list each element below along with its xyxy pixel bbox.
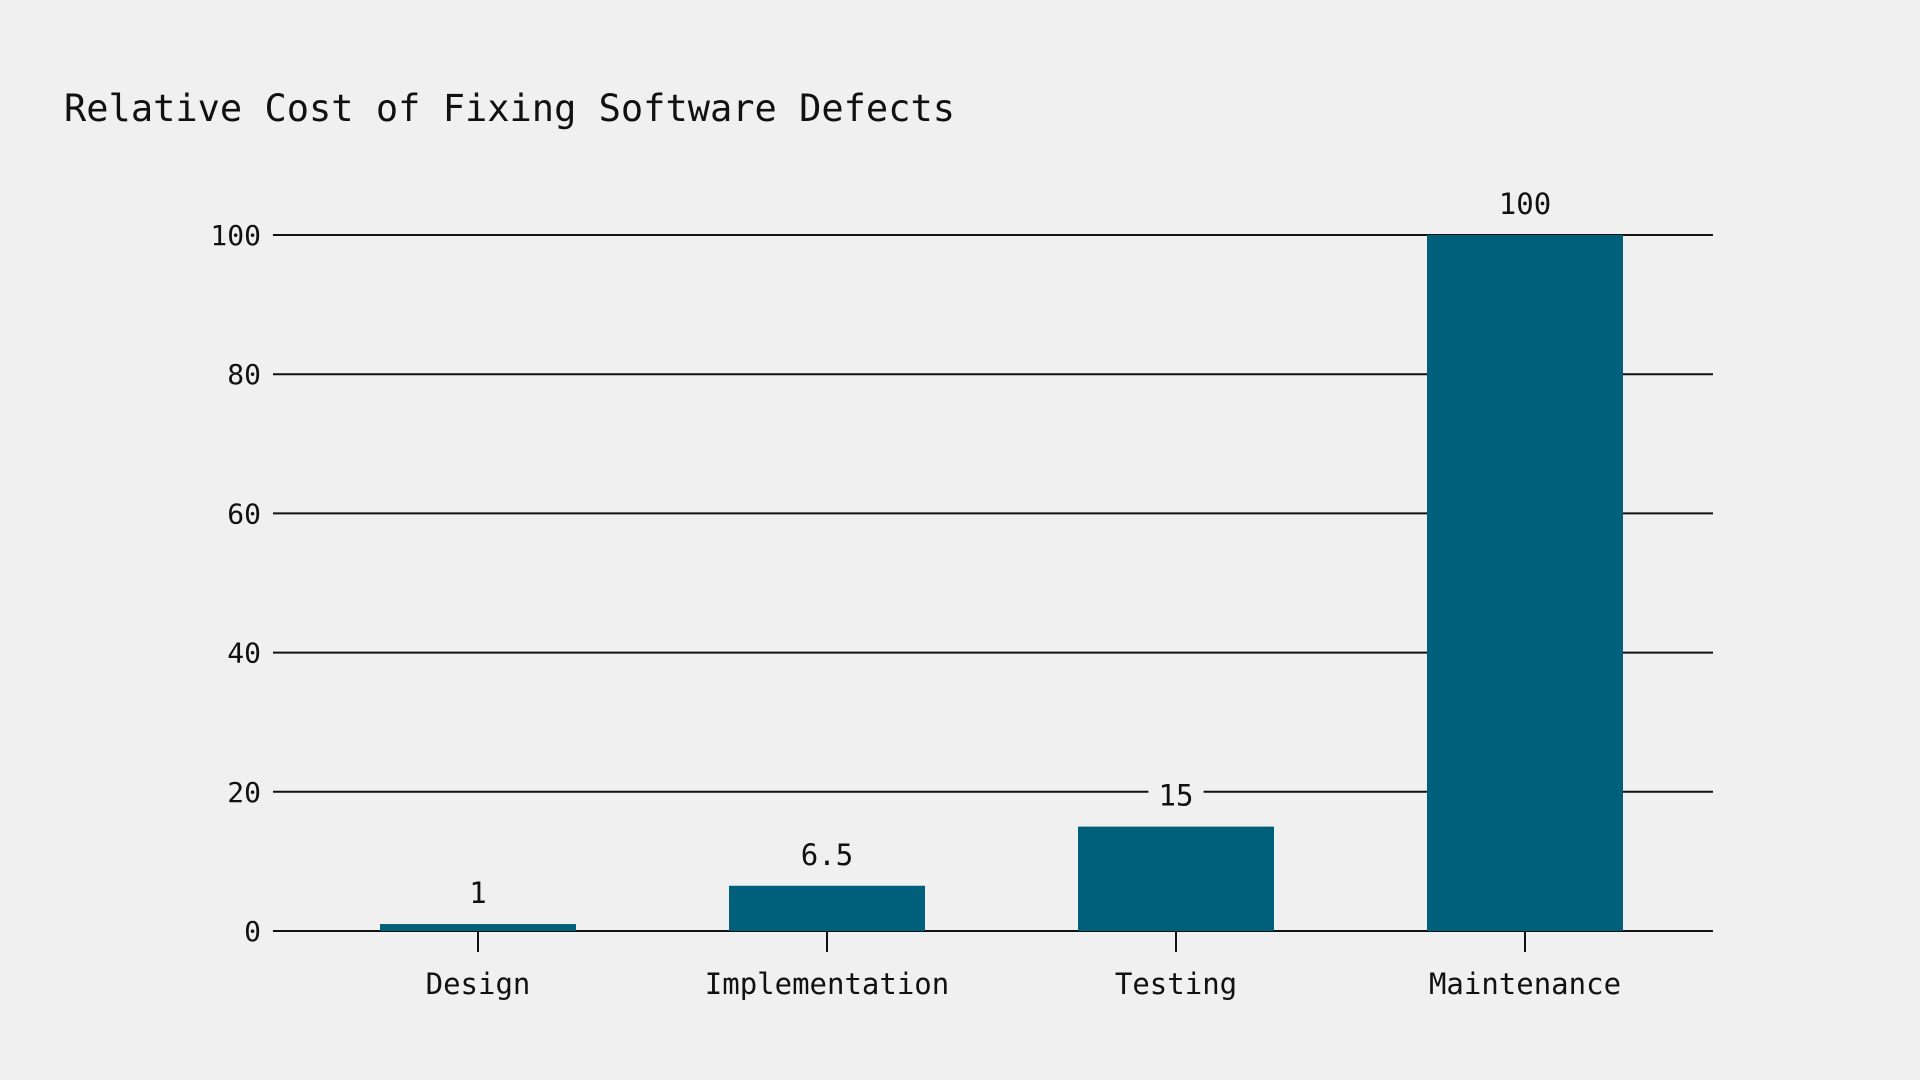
bar-maintenance bbox=[1427, 235, 1623, 931]
y-tick-label: 100 bbox=[210, 219, 261, 252]
value-label-background bbox=[1148, 777, 1204, 814]
y-tick-label: 20 bbox=[227, 776, 261, 809]
x-tick-label: Maintenance bbox=[1429, 967, 1621, 1001]
bar-value-label: 1 bbox=[469, 876, 486, 910]
value-label-background bbox=[459, 875, 497, 912]
value-label-background bbox=[1488, 186, 1562, 222]
bar-implementation bbox=[729, 885, 925, 931]
bars bbox=[380, 235, 1623, 931]
x-tick-label: Design bbox=[426, 967, 531, 1001]
value-label-background bbox=[790, 836, 864, 873]
y-tick-label: 40 bbox=[227, 637, 261, 670]
x-tick-label: Testing bbox=[1115, 967, 1237, 1001]
y-tick-label: 80 bbox=[227, 358, 261, 391]
x-axis-ticks: Design Implementation Testing Maintenance bbox=[426, 931, 1621, 1001]
bar-design bbox=[380, 924, 576, 931]
x-tick-label: Implementation bbox=[705, 967, 949, 1001]
bar-value-label: 6.5 bbox=[801, 838, 853, 872]
bar-value-label: 15 bbox=[1159, 779, 1194, 813]
y-tick-label: 0 bbox=[244, 915, 261, 948]
bar-testing bbox=[1078, 826, 1274, 931]
y-tick-label: 60 bbox=[227, 497, 261, 530]
bar-value-labels: 1 6.5 15 100 bbox=[459, 186, 1562, 912]
bar-value-label: 100 bbox=[1499, 187, 1551, 221]
chart-title: Relative Cost of Fixing Software Defects bbox=[64, 87, 956, 130]
y-axis-tick-labels: 0 20 40 60 80 100 bbox=[210, 219, 261, 948]
